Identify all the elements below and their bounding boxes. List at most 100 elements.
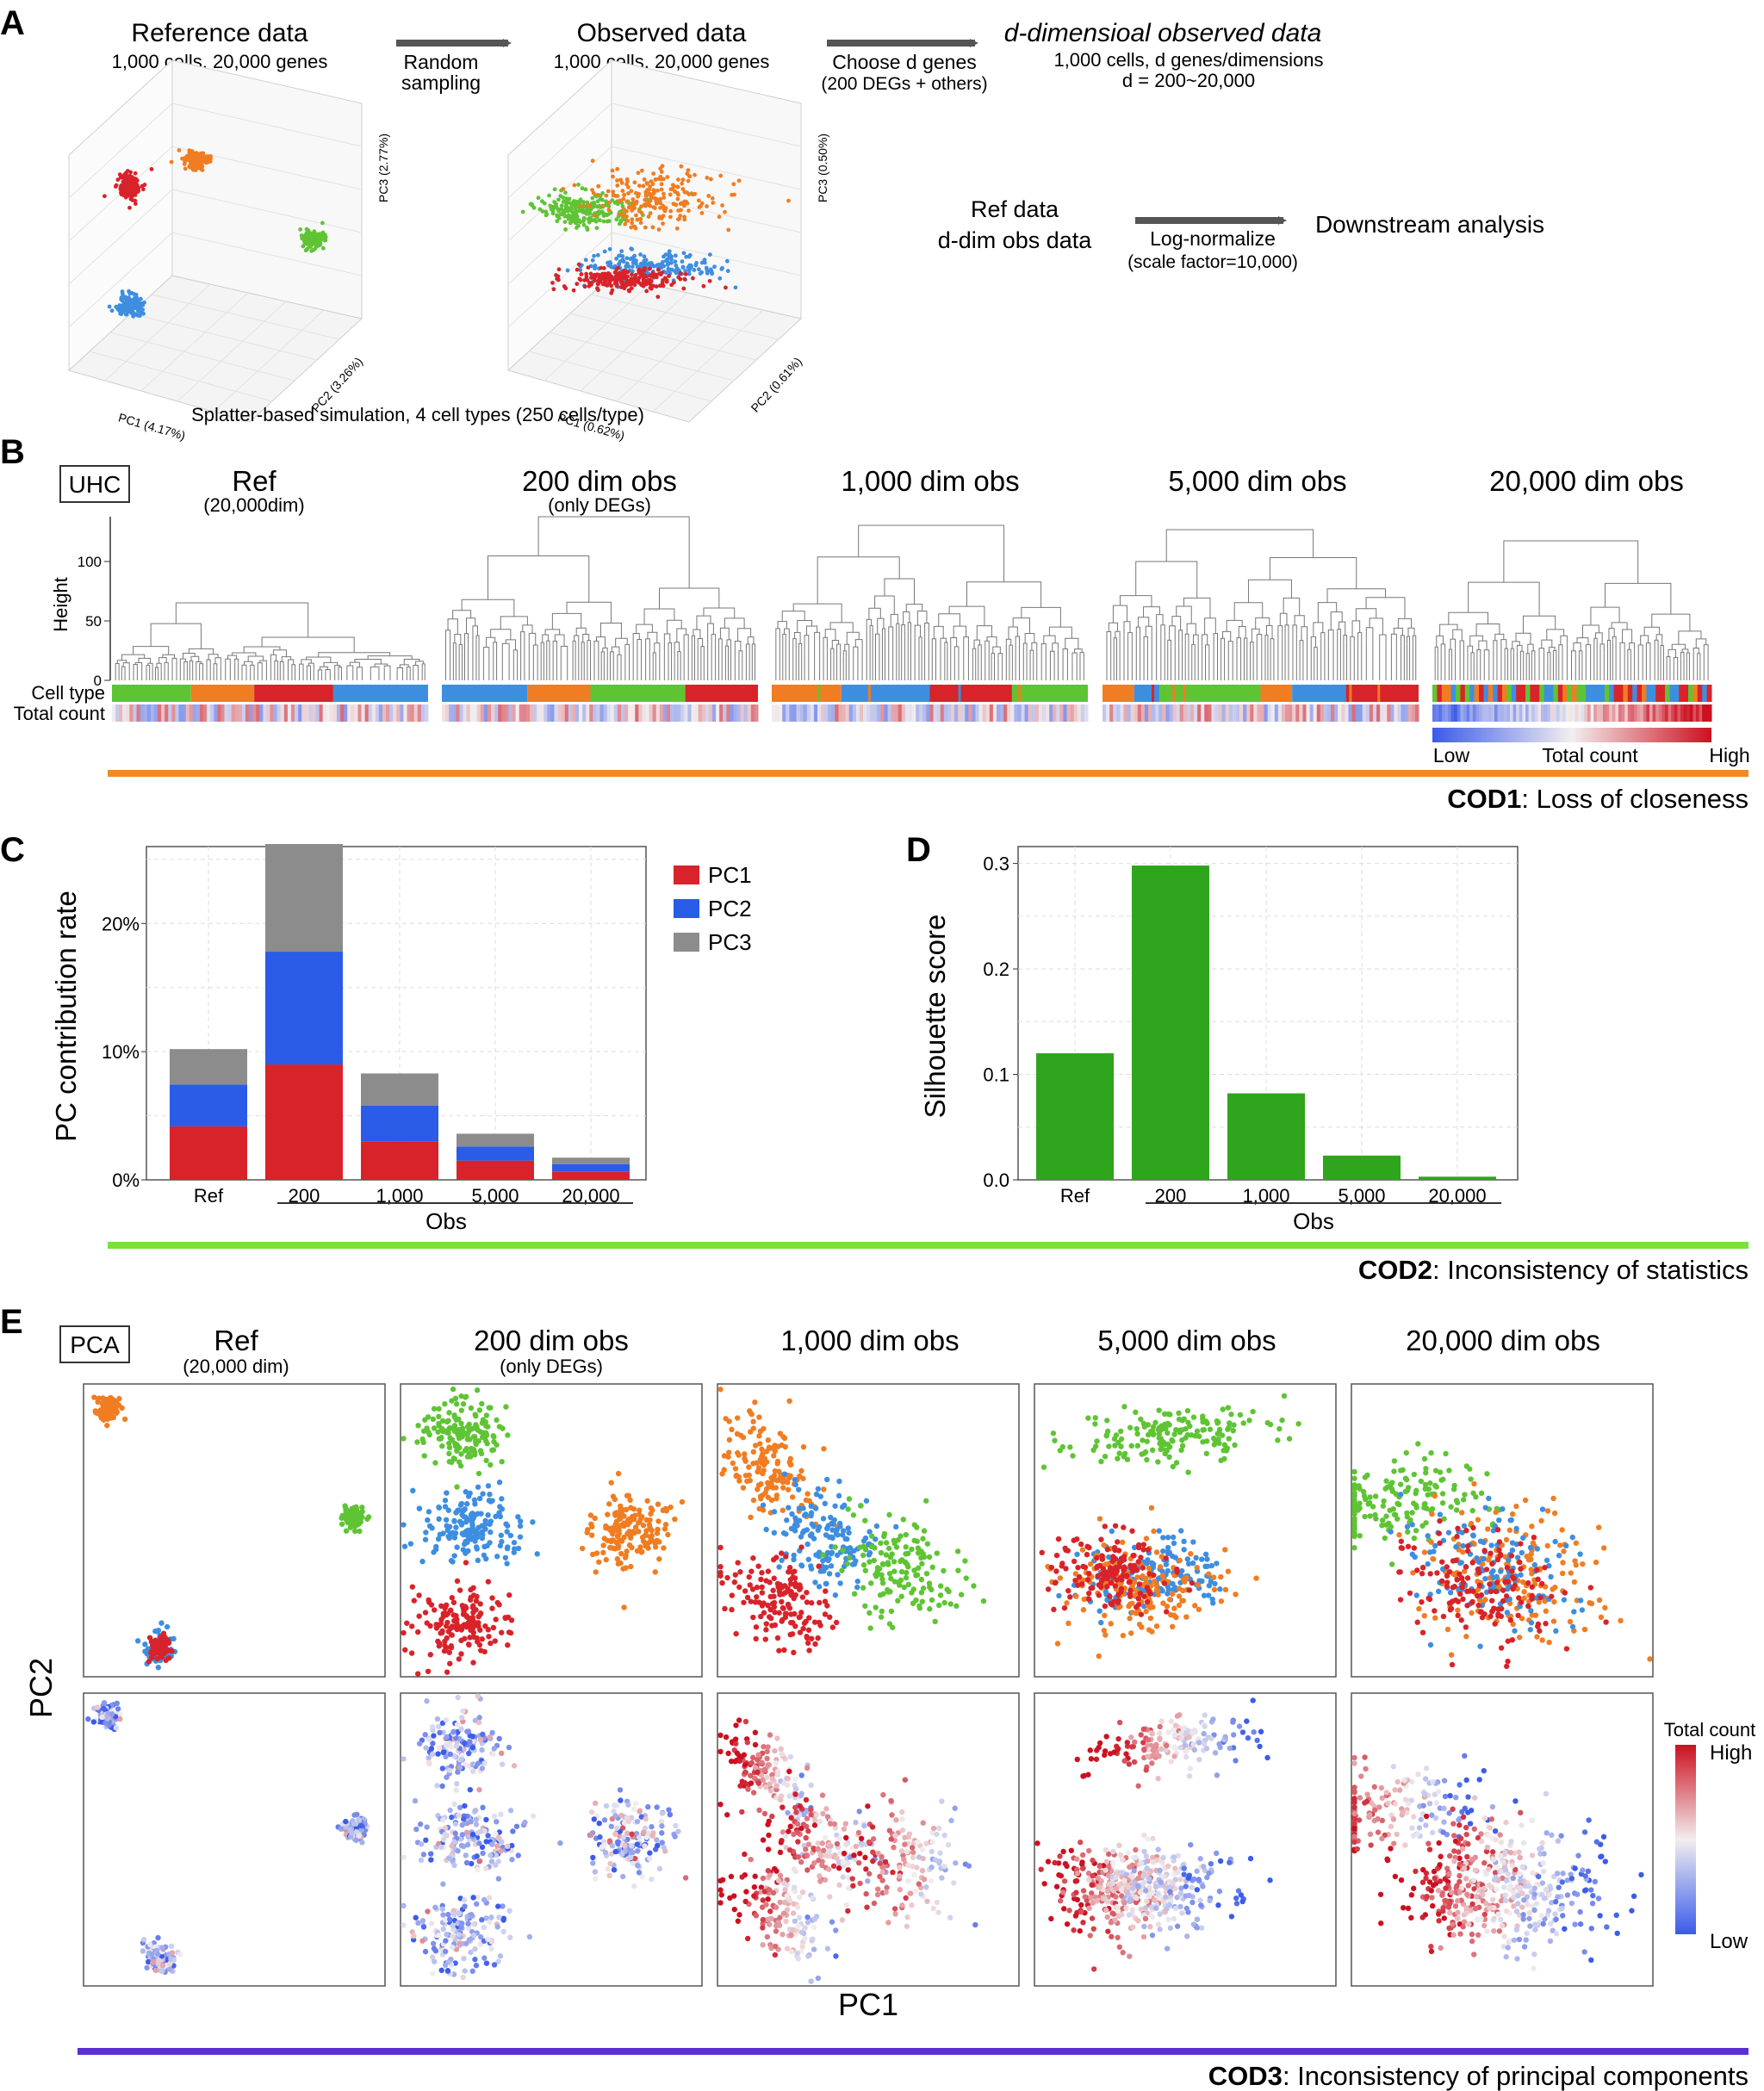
- pca-point: [591, 1816, 597, 1822]
- scatter-point: [585, 200, 590, 205]
- pca-point: [450, 1922, 456, 1929]
- scatter-point: [581, 209, 586, 214]
- totalcount-cell: [1481, 704, 1486, 722]
- scatter-point: [609, 264, 614, 270]
- bar-silhouette-4: [1419, 1176, 1496, 1180]
- totalcount-cell: [687, 704, 693, 722]
- pca-point: [500, 1917, 506, 1923]
- celltype-stripe: [1581, 685, 1587, 702]
- pca-point: [422, 1610, 429, 1616]
- dendro-branch: [1436, 635, 1444, 648]
- scatter-point: [600, 203, 606, 208]
- dendro-branch: [227, 655, 238, 660]
- ddim-sub2: d = 200~20,000: [1122, 70, 1255, 91]
- totalcount-cell: [400, 704, 404, 722]
- pca-point: [606, 1838, 613, 1844]
- scatter-point: [710, 195, 715, 201]
- totalcount-cell: [1218, 704, 1223, 722]
- scatter-point: [630, 217, 635, 222]
- pca-point: [475, 1557, 481, 1564]
- scatter-point: [681, 251, 686, 256]
- dendro-branch: [1221, 637, 1226, 644]
- scatter-point: [575, 220, 580, 224]
- pca-point: [420, 1428, 427, 1434]
- pca-point: [452, 1530, 459, 1536]
- pca-point: [458, 1637, 464, 1644]
- y-tick-label: 0%: [112, 1170, 140, 1191]
- totalcount-cell: [779, 704, 783, 722]
- pca-point: [470, 1446, 477, 1453]
- pca-point: [526, 1933, 533, 1940]
- dendro-branch: [963, 636, 969, 648]
- scatter-point: [643, 192, 649, 197]
- pca-point: [159, 1968, 165, 1974]
- pca-point: [485, 1483, 492, 1489]
- scatter-point: [622, 282, 627, 288]
- totalcount-cell: [512, 704, 517, 722]
- totalcount-cell: [192, 704, 197, 722]
- scatter-point: [124, 301, 129, 306]
- pca-point: [466, 1937, 472, 1943]
- axis-label-pc3: PC3 (2.77%): [376, 133, 390, 202]
- pca-point: [416, 1740, 423, 1747]
- pca-point: [619, 1852, 625, 1858]
- totalcount-cell: [950, 704, 955, 722]
- scatter-point: [129, 178, 134, 183]
- grid-line: [569, 313, 757, 361]
- totalcount-cell: [1152, 704, 1156, 722]
- pca-point: [401, 1629, 407, 1636]
- pca-point: [458, 1651, 464, 1657]
- dendro-branch: [1355, 608, 1377, 621]
- totalcount-cell: [1186, 704, 1191, 722]
- totalcount-cell: [1541, 704, 1545, 722]
- pca-point: [649, 1532, 655, 1539]
- pca-point: [449, 1944, 456, 1951]
- celltype-stripe: [1172, 685, 1176, 702]
- scatter-point: [127, 174, 132, 178]
- dendro-branch: [707, 623, 714, 635]
- scatter-point: [707, 278, 712, 283]
- dendro-branch: [914, 624, 922, 639]
- totalcount-cell: [1454, 704, 1458, 722]
- pca-point: [655, 1842, 661, 1849]
- scatter-point: [149, 167, 154, 171]
- legend-label-pc3: PC3: [708, 929, 752, 955]
- totalcount-cell: [1028, 704, 1033, 722]
- pca-point: [507, 1934, 513, 1940]
- pca-point: [494, 1843, 500, 1849]
- pca-point: [475, 1760, 481, 1766]
- pca-point: [496, 1735, 502, 1742]
- dendro-branch: [551, 612, 582, 630]
- pca-point: [627, 1535, 634, 1541]
- pca-point: [490, 1751, 496, 1758]
- totalcount-cell: [466, 704, 471, 722]
- pca-point: [442, 1401, 448, 1407]
- totalcount-cell: [596, 704, 600, 722]
- totalcount-cell: [617, 704, 622, 722]
- dendro-branch: [1448, 611, 1488, 625]
- uhc-title-1000: 1,000 dim obs: [841, 465, 1019, 497]
- totalcount-cell: [1469, 704, 1474, 722]
- totalcount-cell: [677, 704, 681, 722]
- pca-point: [435, 1638, 441, 1645]
- scatter-point: [710, 271, 715, 276]
- pca-point: [634, 1848, 641, 1854]
- totalcount-cell: [1046, 704, 1050, 722]
- pca-point: [454, 1544, 460, 1550]
- pca-point: [612, 1802, 618, 1809]
- pca-point: [628, 1843, 635, 1849]
- celltype-stripe: [1642, 685, 1647, 702]
- pca-point: [446, 1459, 452, 1465]
- scatter-point: [107, 304, 112, 309]
- dendro-branch: [1605, 582, 1672, 615]
- height-tick-50: 50: [85, 613, 102, 630]
- pca-point: [496, 1602, 502, 1608]
- pca-plot-frame: [83, 1383, 386, 1678]
- totalcount-cell: [1640, 704, 1644, 722]
- pca-point: [401, 1922, 407, 1928]
- pca-point: [470, 1610, 476, 1616]
- pca-point: [438, 1616, 444, 1623]
- pca-point: [504, 1545, 511, 1552]
- dendro-branch: [1627, 648, 1631, 658]
